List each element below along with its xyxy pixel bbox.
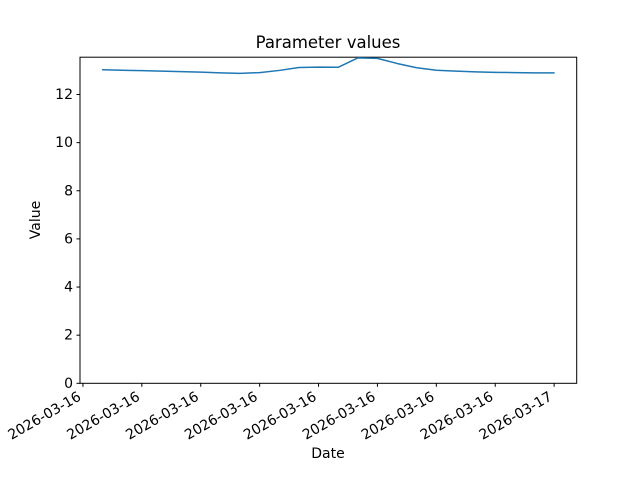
y-tick-label: 0 (64, 376, 73, 392)
y-tick-label: 4 (64, 280, 73, 296)
y-tick-label: 2 (64, 328, 73, 344)
x-axis-label: Date (311, 446, 344, 462)
data-series-line (101, 57, 555, 75)
y-tick-label: 10 (55, 135, 73, 151)
y-axis-label: Value (28, 201, 44, 239)
chart-title: Parameter values (256, 33, 401, 52)
plot-area: 0246810122026-03-162026-03-162026-03-162… (5, 56, 578, 443)
y-tick-label: 12 (55, 87, 73, 103)
y-tick-label: 6 (64, 231, 73, 247)
axes-frame (79, 56, 578, 384)
y-tick-label: 8 (64, 183, 73, 199)
